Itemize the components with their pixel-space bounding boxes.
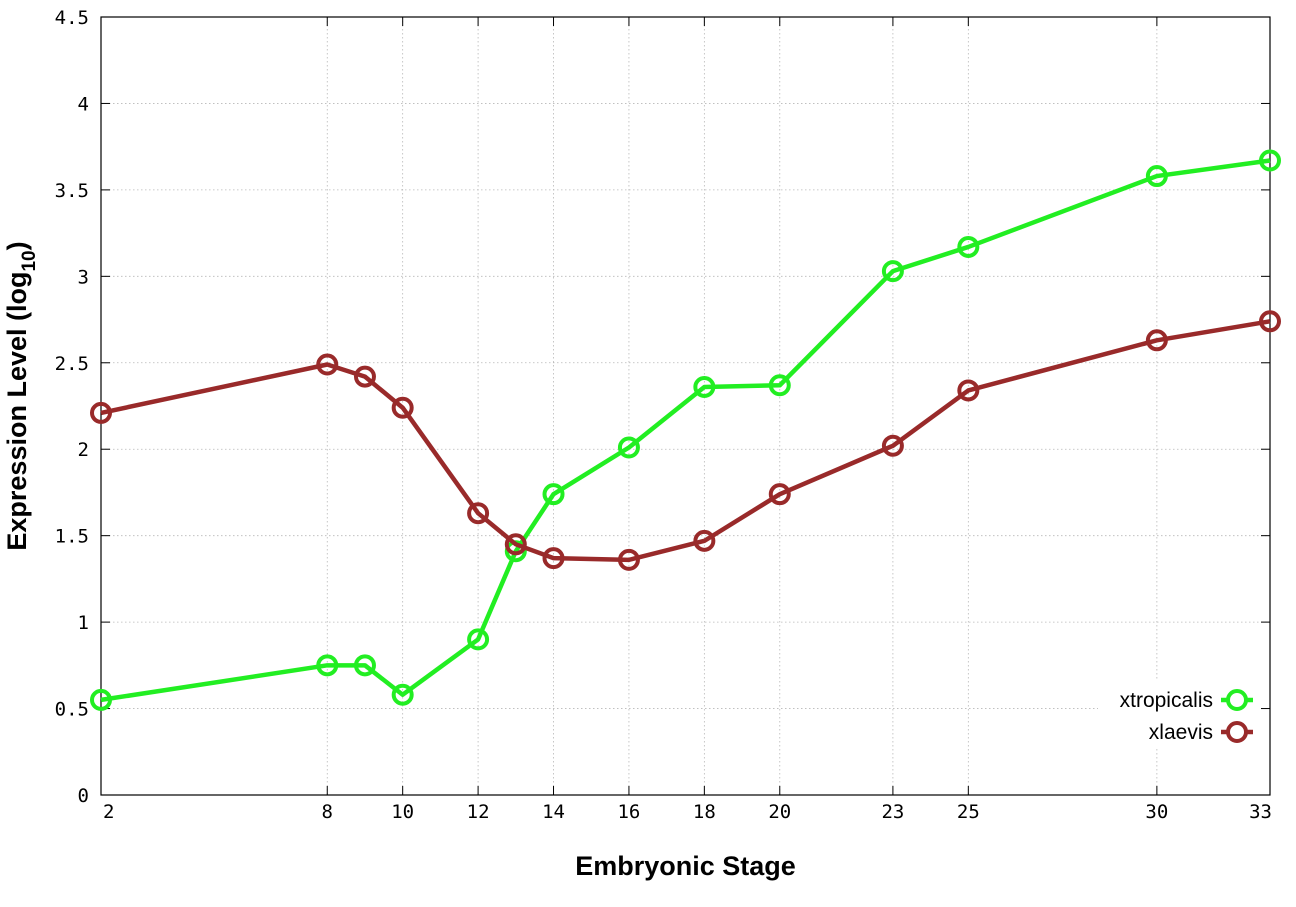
data-point	[768, 374, 791, 397]
data-point	[693, 375, 716, 398]
y-tick-label: 1	[78, 612, 89, 634]
data-point	[768, 483, 791, 506]
x-tick-label: 30	[1145, 801, 1168, 823]
legend-label: xlaevis	[1149, 721, 1213, 744]
y-axis-title-close: )	[2, 241, 32, 250]
data-point	[881, 260, 904, 283]
series-layer	[90, 149, 1281, 711]
data-point	[617, 548, 640, 571]
series-line	[100, 158, 1271, 703]
data-point	[617, 436, 640, 459]
legend-item: xlaevis	[1149, 721, 1253, 744]
x-axis-title: Embryonic Stage	[575, 851, 796, 881]
data-point	[467, 628, 490, 651]
plot-frame	[100, 16, 1271, 796]
grid	[101, 17, 1270, 795]
y-tick-label: 2.5	[55, 353, 89, 375]
data-point	[90, 688, 112, 711]
series-xtropicalis	[90, 149, 1281, 711]
data-point	[1145, 329, 1168, 352]
x-tick-label: 8	[322, 801, 333, 823]
data-point	[391, 396, 414, 419]
x-tick-label: 14	[542, 801, 565, 823]
data-point	[881, 434, 904, 457]
data-point	[316, 654, 339, 677]
legend-item: xtropicalis	[1120, 689, 1253, 712]
y-axis-title-subscript: 10	[19, 250, 40, 271]
y-tick-label: 3.5	[55, 180, 89, 202]
y-tick-label: 0.5	[55, 699, 89, 721]
data-point	[90, 401, 112, 424]
x-tick-label: 12	[467, 801, 490, 823]
data-point	[316, 353, 339, 376]
y-tick-label: 1.5	[55, 526, 89, 548]
data-point	[1145, 165, 1168, 188]
x-tick-label: 23	[881, 801, 904, 823]
data-point	[542, 483, 565, 506]
y-axis-title: Expression Level (log10)	[2, 241, 40, 550]
data-point	[504, 533, 527, 556]
legend-label: xtropicalis	[1120, 689, 1213, 712]
y-tick-label: 4	[78, 93, 89, 115]
x-tick-label: 2	[103, 801, 114, 823]
x-tick-label: 10	[391, 801, 414, 823]
legend: xtropicalis xlaevis	[1098, 681, 1260, 749]
y-tick-label: 4.5	[55, 7, 89, 29]
data-point	[957, 379, 980, 402]
y-tick-label: 2	[78, 439, 89, 461]
legend-swatch-marker	[1226, 689, 1248, 711]
y-axis-title-main: Expression Level (log	[2, 272, 32, 551]
data-point	[467, 502, 490, 525]
axis-ticks: 0 0.5 1 1.5 2 2.5 3 3.5 4 4.5 2 8 10 12 14 16 18 20 23 25 30…	[55, 7, 1272, 823]
x-tick-label: 16	[617, 801, 640, 823]
data-point	[957, 235, 980, 258]
data-point	[353, 365, 376, 388]
x-tick-label: 18	[693, 801, 716, 823]
series-line	[100, 319, 1271, 563]
data-point	[1259, 310, 1281, 333]
series-xlaevis	[90, 310, 1281, 571]
data-point	[693, 529, 716, 552]
data-point	[353, 654, 376, 677]
x-tick-label: 33	[1249, 801, 1272, 823]
data-point	[1259, 149, 1281, 172]
legend-swatch-marker	[1226, 721, 1248, 743]
x-tick-label: 20	[768, 801, 791, 823]
x-tick-label: 25	[957, 801, 980, 823]
y-tick-label: 0	[78, 785, 89, 807]
data-point	[391, 683, 414, 706]
y-tick-label: 3	[78, 266, 89, 288]
data-point	[542, 547, 565, 570]
